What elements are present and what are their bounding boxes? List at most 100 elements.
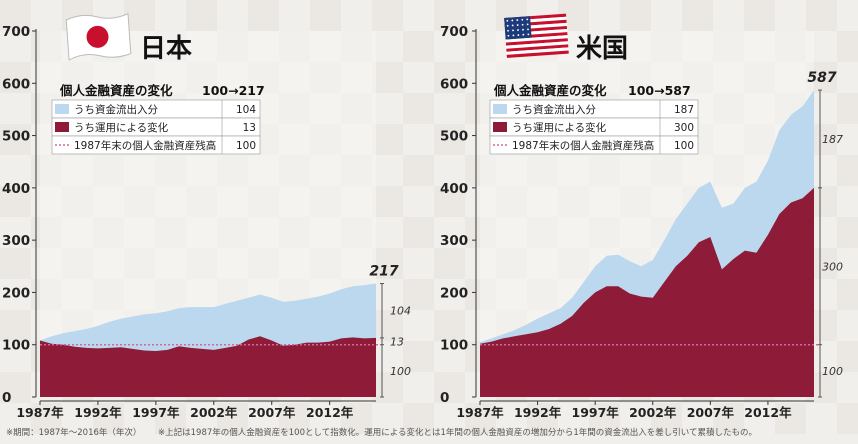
flag-star [511,19,514,22]
flag-star [527,33,530,36]
flag-star [517,34,520,36]
footnote-period: ※期間：1987年〜2016年（年次） [6,428,142,438]
y-tick-label: 600 [440,76,468,92]
flag-star [521,23,524,26]
total-label: 587 [807,70,836,86]
background-tile [341,403,372,434]
flag-stripe [506,41,569,49]
legend-row: うち資金流出入分 187 [489,99,699,119]
legend-label: うち資金流出入分 [512,103,596,116]
flag-star [521,18,524,21]
background-tile [837,403,858,434]
background-tile [403,217,434,248]
base-end-label: 100 [822,365,843,378]
background-tile [434,248,465,279]
footnote-calculation: ※上記は1987年の個人金融資産を100として指数化。運用による変化とは1年間の… [158,428,758,438]
flag-star [526,23,529,26]
background-tile [93,403,124,434]
x-tick-label: 1997年 [572,405,620,420]
background-tile [372,372,403,403]
background-tile [837,341,858,372]
country-name: 日本 [140,34,192,64]
background-tile [434,124,465,155]
background-tile [434,0,465,31]
legend-row-box [51,135,261,155]
flag-star [506,19,509,22]
legend-label: うち運用による変化 [512,121,607,134]
y-tick-label: 500 [2,129,30,145]
flag-star [526,18,529,21]
legend-value: 104 [236,104,256,116]
background-tile [0,372,31,403]
y-tick-label: 300 [440,233,468,249]
flag-star [517,29,519,31]
x-tick-label: 1987年 [456,405,504,420]
country-name: 米国 [576,34,628,64]
legend-row: 1987年末の個人金融資産残高 100 [489,135,699,155]
background-tile [372,0,403,31]
y-tick-label: 400 [2,181,30,197]
chart-japan: 0 100 200 300 400 500 600 700 1987年 1992年 1997年 200… [2,12,411,420]
flag-star [506,24,509,27]
legend-row-box [489,135,699,155]
y-tick-label: 300 [2,233,30,249]
x-tick-label: 1992年 [514,405,562,420]
flag-canton [504,16,532,40]
background-tile [155,403,186,434]
flag-stripe [505,38,568,46]
growth-end-label: 13 [390,335,404,348]
background-tile [434,372,465,403]
legend-swatch [55,122,69,132]
legend-row: うち運用による変化 13 [51,117,261,137]
background-tile [279,403,310,434]
background-tile [372,310,403,341]
growth-end-label: 300 [822,260,843,273]
x-tick-label: 2007年 [248,405,296,420]
background-tile [403,341,434,372]
base-end-label: 100 [390,365,411,378]
background-tile [837,93,858,124]
background-tile [0,0,31,31]
x-tick-label: 1992年 [74,405,122,420]
y-tick-label: 0 [2,390,11,406]
flag-stripe [505,35,568,43]
legend-swatch [55,104,69,114]
legend-swatch [493,122,507,132]
background-tile [527,403,558,434]
y-tick-label: 700 [2,24,30,40]
flag-star [527,28,529,31]
legend-change: 100→587 [628,83,691,98]
background-tile [186,0,217,31]
background-tile [806,0,837,31]
background-tile [0,62,31,93]
background-tile [0,124,31,155]
legend-title: 個人金融資産の変化 [493,83,607,98]
total-label: 217 [369,264,398,280]
background-tile [465,403,496,434]
background-tile [0,248,31,279]
background-tile [837,217,858,248]
x-tick-label: 1997年 [132,405,180,420]
y-tick-label: 0 [440,390,449,406]
flag-star [512,29,514,32]
legend-change: 100→217 [202,83,265,98]
legend-label: 1987年末の個人金融資産残高 [74,139,216,152]
background-tile [434,310,465,341]
background-tile [0,310,31,341]
background-tile [589,403,620,434]
background-tile [403,279,434,310]
inflow-end-label: 187 [822,133,843,146]
y-tick-label: 500 [440,129,468,145]
background-tile [403,31,434,62]
y-tick-label: 600 [2,76,30,92]
background-tile [651,403,682,434]
background-tile [217,403,248,434]
flag-star [507,34,510,37]
flag-star [522,28,524,31]
background-tile [0,186,31,217]
background-tile [837,155,858,186]
background-tile [620,0,651,31]
area-growth [480,187,814,397]
background-tile [434,62,465,93]
x-tick-label: 1987年 [16,405,64,420]
